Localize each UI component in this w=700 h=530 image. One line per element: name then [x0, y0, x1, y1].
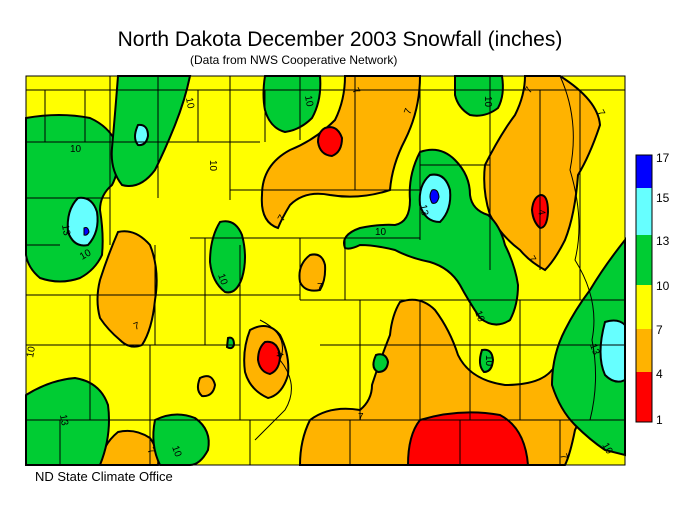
contour-label: 10 [183, 97, 196, 110]
legend-frame [635, 154, 653, 423]
legend-band-15-17 [636, 155, 652, 188]
legend-band-10-13 [636, 235, 652, 285]
legend: 17 15 13 10 7 4 1 [635, 151, 670, 427]
region-northwest-cyan [66, 196, 99, 247]
contour-label: 13 [59, 224, 72, 237]
contour-label: 10 [483, 355, 494, 367]
contour-label: 7 [317, 282, 323, 293]
legend-band-7-10 [636, 285, 652, 329]
region-southwest-green [25, 376, 110, 466]
contour-label: 10 [25, 345, 38, 358]
region-small-orange-dot [196, 375, 217, 398]
contour-label: 4 [273, 351, 285, 359]
legend-tick: 10 [656, 279, 670, 293]
legend-band-4-7 [636, 329, 652, 372]
credit-text: ND State Climate Office [35, 469, 173, 484]
legend-tick: 1 [656, 413, 663, 427]
region-north-red [316, 126, 344, 158]
county-boundaries [26, 75, 625, 465]
region-east-central-green [343, 148, 520, 326]
region-west-orange [96, 230, 158, 348]
region-south-red [406, 411, 530, 466]
orange-regions [96, 75, 602, 466]
contour-label: 13 [57, 414, 70, 427]
region-central-red [256, 340, 282, 376]
contour-label: 7 [523, 85, 536, 96]
region-central-green-oval [208, 220, 246, 294]
region-small-green-east [478, 348, 495, 374]
region-northeast-orange [483, 75, 602, 272]
contour-label: 10 [375, 227, 387, 238]
legend-band-1-4 [636, 372, 652, 422]
map-subtitle: (Data from NWS Cooperative Network) [190, 53, 398, 67]
blue-regions [83, 189, 440, 236]
contour-label: 7 [132, 320, 141, 332]
contour-label: 10 [215, 272, 229, 287]
legend-tick: 15 [656, 191, 670, 205]
contour-label: 10 [70, 144, 82, 155]
contour-label: 7 [402, 107, 414, 116]
contour-label: 10 [302, 95, 315, 108]
region-blue-small [83, 227, 90, 236]
region-small-green-dot [225, 336, 236, 350]
cyan-regions [66, 123, 626, 383]
contour-label: 10 [78, 247, 94, 262]
region-northeast-green [454, 75, 504, 117]
contour-label: 4 [535, 209, 547, 217]
contour-label: 7 [349, 86, 362, 97]
legend-tick: 4 [656, 367, 663, 381]
contour-label: 7 [525, 254, 538, 265]
contour-label: 7 [144, 446, 157, 457]
region-east-cyan [599, 319, 626, 383]
legend-band-13-15 [636, 188, 652, 235]
legend-tick: 7 [656, 323, 663, 337]
map-frame [25, 75, 626, 466]
contour-label: 10 [599, 441, 614, 457]
contour-label: 7 [594, 108, 607, 119]
region-blue-peak [429, 189, 440, 204]
legend-tick: 17 [656, 151, 670, 165]
contour-label: 10 [169, 444, 183, 459]
region-small-green-south [372, 353, 390, 374]
contour-labels: 10 10 7 7 10 10 13 10 10 7 7 10 13 7 7 1… [25, 85, 615, 462]
contour-label: 7 [276, 213, 289, 224]
region-south-green [152, 413, 210, 466]
contour-label: 7 [358, 412, 364, 423]
contour-label: 13 [417, 204, 430, 217]
contour-label: 10 [472, 309, 486, 324]
contour-label: 10 [482, 96, 493, 108]
region-north-green [110, 75, 192, 187]
contour-label: 13 [587, 342, 601, 357]
map-title: North Dakota December 2003 Snowfall (inc… [117, 28, 563, 51]
contour-label: 7 [557, 452, 569, 461]
contour-label: 10 [207, 160, 218, 172]
legend-tick: 13 [656, 234, 670, 248]
region-north-cyan [134, 123, 150, 147]
region-east-green [550, 237, 626, 457]
